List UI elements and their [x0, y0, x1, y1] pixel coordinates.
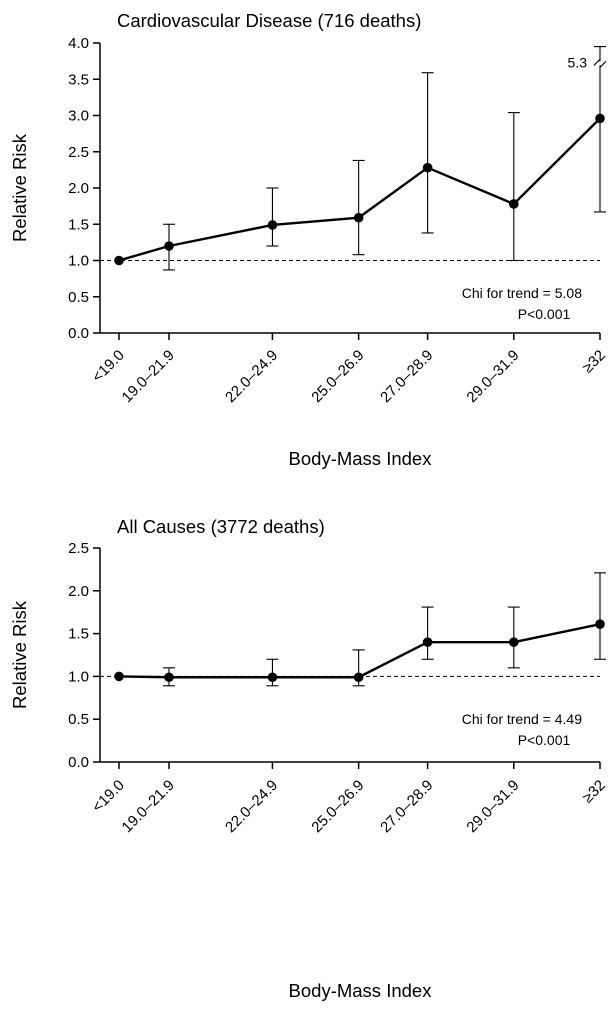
trend-annotation: Chi for trend = 4.49	[462, 711, 582, 727]
data-point	[164, 241, 174, 251]
y-tick-label: 0.0	[68, 754, 89, 771]
data-point	[267, 672, 278, 683]
y-tick-label: 1.0	[68, 253, 89, 270]
axis-break-gap	[599, 61, 601, 66]
data-point	[422, 162, 433, 173]
chart-title: All Causes (3772 deaths)	[117, 516, 325, 537]
x-tick-label: 22.0–24.9	[222, 777, 281, 836]
series-line	[118, 117, 601, 262]
data-point	[267, 220, 278, 230]
data-point	[422, 637, 433, 647]
x-tick-label: 25.0–26.9	[308, 347, 367, 406]
data-point	[595, 113, 605, 124]
data-point	[508, 637, 519, 647]
x-tick-label: 27.0–28.9	[377, 777, 436, 836]
x-tick-label: <19.0	[89, 777, 128, 816]
axis-break-mark	[599, 60, 607, 68]
x-axis-label: Body-Mass Index	[289, 448, 433, 469]
y-tick-label: 2.5	[68, 540, 89, 557]
p-value-annotation: P<0.001	[518, 732, 571, 748]
trend-annotation: Chi for trend = 5.08	[462, 285, 582, 301]
y-tick-label: 2.0	[68, 180, 89, 197]
p-value-annotation: P<0.001	[518, 306, 571, 322]
y-tick-label: 3.0	[68, 108, 89, 125]
x-axis-label: Body-Mass Index	[289, 980, 433, 1001]
y-axis-label: Relative Risk	[9, 133, 30, 242]
y-tick-label: 3.5	[68, 71, 89, 88]
data-point	[353, 212, 364, 223]
y-tick-label: 4.0	[68, 35, 89, 52]
chart-1: Cardiovascular Disease (716 deaths) 0.0 0.…	[9, 10, 609, 469]
y-axis-label: Relative Risk	[9, 600, 30, 709]
x-tick-label: 22.0–24.9	[222, 347, 281, 406]
broken-upper-value: 5.3	[568, 54, 588, 70]
y-tick-label: 0.5	[68, 289, 89, 306]
x-tick-label: 25.0–26.9	[308, 777, 367, 836]
data-point	[164, 672, 174, 683]
x-tick-label: 19.0–21.9	[119, 347, 178, 406]
y-tick-label: 0.0	[68, 325, 89, 342]
data-point	[114, 671, 124, 682]
data-point	[353, 672, 364, 683]
y-tick-label: 2.0	[68, 583, 89, 600]
y-tick-label: 1.5	[68, 626, 89, 643]
y-tick-label: 2.5	[68, 144, 89, 161]
x-tick-label: ≥32	[579, 347, 609, 377]
x-tick-label: 29.0–31.9	[463, 777, 522, 836]
axis-break-mark	[593, 58, 601, 66]
x-tick-label: <19.0	[89, 347, 128, 386]
data-point	[508, 199, 519, 209]
x-tick-label: 19.0–21.9	[119, 777, 178, 836]
x-tick-label: 27.0–28.9	[377, 347, 436, 406]
series-line	[118, 623, 601, 679]
x-tick-label: ≥32	[579, 777, 609, 807]
y-tick-label: 0.5	[68, 711, 89, 728]
y-tick-label: 1.5	[68, 216, 89, 233]
chart-2: All Causes (3772 deaths) 0.0 0.5 1.0 1.5 2.0 2…	[9, 516, 609, 1001]
x-tick-label: 29.0–31.9	[463, 347, 522, 406]
data-point	[595, 619, 605, 629]
y-tick-label: 1.0	[68, 668, 89, 685]
chart-title: Cardiovascular Disease (716 deaths)	[117, 10, 421, 31]
data-point	[114, 255, 124, 266]
